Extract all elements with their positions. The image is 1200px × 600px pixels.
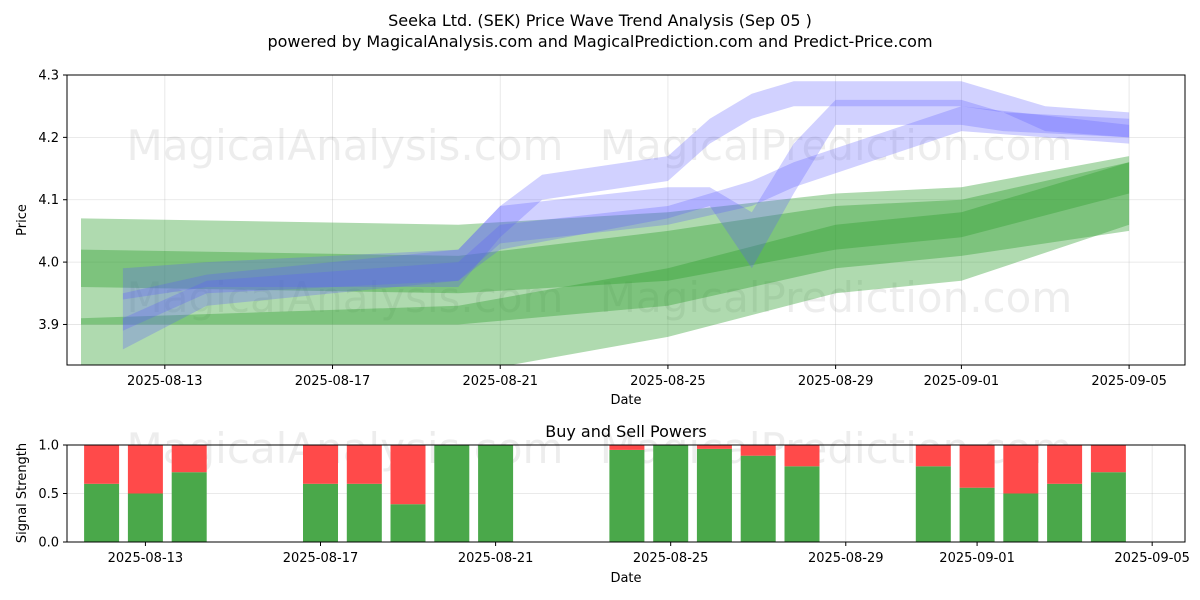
buy-bar (127, 493, 163, 542)
sell-bar (1090, 445, 1126, 473)
sell-bar (303, 445, 338, 484)
buy-bar (696, 448, 732, 542)
price-y-tick-label: 4.0 (38, 256, 59, 271)
green-wave-band (81, 156, 1130, 365)
signal-ylabel: Signal Strength (15, 443, 30, 543)
price-chart: MagicalAnalysis.com MagicalPrediction.co… (15, 69, 1186, 408)
buy-bar (653, 445, 689, 542)
signal-chart: Buy and Sell Powers MagicalAnalysis.com … (15, 422, 1190, 586)
blue-wave-band (122, 81, 1130, 300)
price-x-tick-label: 2025-09-01 (924, 374, 1000, 389)
signal-x-tick-label: 2025-09-01 (939, 551, 1015, 566)
buy-bar (478, 445, 514, 542)
buy-bar (959, 487, 995, 542)
sell-bar (171, 445, 207, 473)
buy-bar (915, 466, 951, 542)
buy-bar (1003, 493, 1039, 542)
sell-bar (1003, 445, 1039, 494)
sell-bar (740, 445, 776, 456)
sell-bar (959, 445, 995, 488)
price-watermark-2: MagicalPrediction.com (600, 121, 1073, 170)
buy-bar (1047, 483, 1083, 542)
signal-y-tick-label: 0.0 (38, 536, 59, 551)
buy-bar (303, 483, 338, 542)
buy-bar (1090, 472, 1126, 542)
chart-subtitle: powered by MagicalAnalysis.com and Magic… (267, 32, 932, 51)
blue-wave-band (122, 106, 1130, 350)
sell-bar (346, 445, 382, 484)
sell-bar (784, 445, 820, 467)
price-x-tick-label: 2025-08-21 (462, 374, 538, 389)
signal-x-tick-label: 2025-09-05 (1114, 551, 1190, 566)
signal-x-tick-label: 2025-08-17 (283, 551, 359, 566)
green-wave-band (81, 162, 1130, 325)
price-watermark-3: MagicalAnalysis.com (127, 273, 564, 322)
buy-bar (434, 445, 470, 542)
signal-y-tick-label: 1.0 (38, 439, 59, 454)
sell-bar (127, 445, 163, 494)
signal-bars (84, 445, 1126, 542)
chart-title: Seeka Ltd. (SEK) Price Wave Trend Analys… (388, 11, 812, 30)
sell-bar (609, 445, 645, 450)
buy-bar (740, 455, 776, 542)
price-y-tick-label: 4.2 (38, 131, 59, 146)
signal-x-tick-label: 2025-08-13 (108, 551, 184, 566)
price-x-tick-label: 2025-08-17 (295, 374, 371, 389)
price-x-tick-label: 2025-08-25 (630, 374, 706, 389)
signal-x-tick-label: 2025-08-25 (633, 551, 709, 566)
price-plot-frame (66, 74, 1186, 366)
price-x-tick-label: 2025-09-05 (1091, 374, 1167, 389)
buy-bar (390, 504, 426, 542)
buy-bar (84, 483, 120, 542)
blue-wave-band (122, 99, 1130, 331)
buy-bar (784, 466, 820, 542)
price-y-tick-label: 4.3 (38, 69, 59, 84)
sell-bar (915, 445, 951, 467)
price-y-tick-label: 4.1 (38, 193, 59, 208)
price-watermark-4: MagicalPrediction.com (600, 273, 1073, 322)
signal-x-tick-label: 2025-08-29 (808, 551, 884, 566)
sell-bar (696, 445, 732, 449)
price-axes: 2025-08-13 2025-08-17 2025-08-21 2025-08-25… (38, 69, 1167, 390)
buy-bar (609, 449, 645, 542)
sell-bar (390, 445, 426, 505)
signal-axes: 2025-08-13 2025-08-17 2025-08-21 2025-08-25… (38, 439, 1190, 567)
price-y-tick-label: 3.9 (38, 318, 59, 333)
signal-title: Buy and Sell Powers (545, 422, 707, 441)
price-watermark-1: MagicalAnalysis.com (127, 121, 564, 170)
sell-bar (1047, 445, 1083, 484)
signal-y-tick-label: 0.5 (38, 487, 59, 502)
buy-bar (171, 472, 207, 542)
price-xlabel: Date (610, 393, 641, 408)
signal-x-tick-label: 2025-08-21 (458, 551, 534, 566)
signal-xlabel: Date (610, 571, 641, 586)
price-bands (81, 81, 1130, 365)
price-x-tick-label: 2025-08-29 (798, 374, 874, 389)
sell-bar (84, 445, 120, 484)
buy-bar (346, 483, 382, 542)
price-ylabel: Price (15, 204, 30, 236)
price-x-tick-label: 2025-08-13 (127, 374, 203, 389)
green-wave-band (81, 162, 1130, 294)
